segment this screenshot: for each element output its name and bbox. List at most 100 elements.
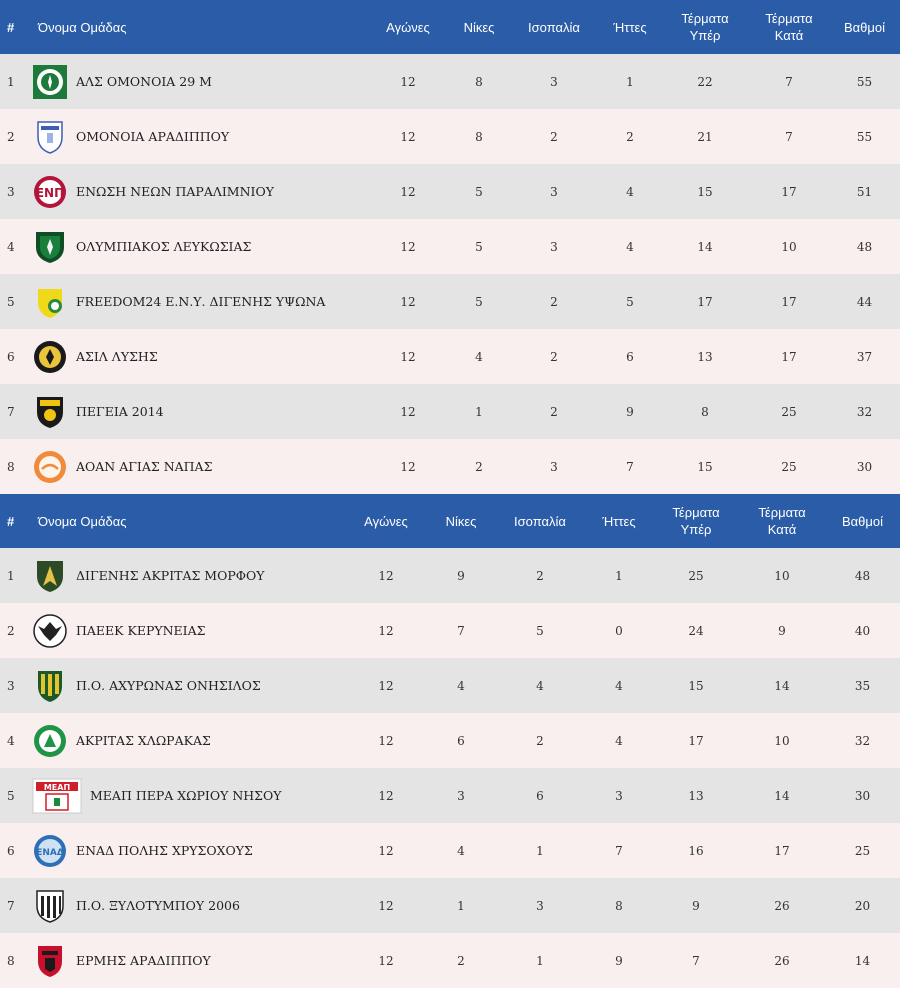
team-name[interactable]: ΑΚΡΙΤΑΣ ΧΛΩΡΑΚΑΣ <box>76 733 211 748</box>
goals-for-cell: 15 <box>653 658 739 713</box>
team-cell[interactable]: Π.Ο. ΞΥΛΟΤΥΜΠΟΥ 2006 <box>32 878 345 933</box>
table-row[interactable]: 6 ΑΣΙΛ ΛΥΣΗΣ 12 4 2 6 13 17 37 <box>0 329 900 384</box>
header-played[interactable]: Αγώνες <box>345 494 427 548</box>
team-cell[interactable]: ΠΑΕΕΚ ΚΕΡΥΝΕΙΑΣ <box>32 603 345 658</box>
rank-cell: 6 <box>0 329 32 384</box>
losses-cell: 6 <box>599 329 661 384</box>
goals-against-cell: 14 <box>739 768 825 823</box>
header-draws[interactable]: Ισοπαλία <box>495 494 585 548</box>
goals-against-cell: 26 <box>739 878 825 933</box>
table-row[interactable]: 3 ENΠ ΕΝΩΣΗ ΝΕΩΝ ΠΑΡΑΛΙΜΝΙΟΥ 12 5 3 4 15 17 51 <box>0 164 900 219</box>
team-name[interactable]: ΠΑΕΕΚ ΚΕΡΥΝΕΙΑΣ <box>76 623 206 638</box>
losses-cell: 4 <box>599 164 661 219</box>
header-goals-against-line1: Τέρματα <box>765 11 813 26</box>
wins-cell: 4 <box>449 329 509 384</box>
team-cell[interactable]: FREEDOM24 Ε.Ν.Υ. ΔΙΓΕΝΗΣ ΥΨΩΝΑ <box>32 274 367 329</box>
header-draws[interactable]: Ισοπαλία <box>509 0 599 54</box>
rank-cell: 6 <box>0 823 32 878</box>
played-cell: 12 <box>345 713 427 768</box>
team-name[interactable]: ΕΡΜΗΣ ΑΡΑΔΙΠΠΟΥ <box>76 953 211 968</box>
draws-cell: 2 <box>495 548 585 603</box>
table-row[interactable]: 7 Π.Ο. ΞΥΛΟΤΥΜΠΟΥ 2006 12 1 3 8 9 26 20 <box>0 878 900 933</box>
paeek-crest-icon <box>32 613 68 649</box>
table-row[interactable]: 2 ΠΑΕΕΚ ΚΕΡΥΝΕΙΑΣ 12 7 5 0 24 9 40 <box>0 603 900 658</box>
team-cell[interactable]: ΠΕΓΕΙΑ 2014 <box>32 384 367 439</box>
header-played[interactable]: Αγώνες <box>367 0 449 54</box>
goals-for-cell: 7 <box>653 933 739 988</box>
goals-against-cell: 17 <box>739 823 825 878</box>
table-row[interactable]: 2 ΟΜΟΝΟΙΑ ΑΡΑΔΙΠΠΟΥ 12 8 2 2 21 7 55 <box>0 109 900 164</box>
team-name[interactable]: Π.Ο. ΑΧΥΡΩΝΑΣ ΟΝΗΣΙΛΟΣ <box>76 678 261 693</box>
team-name[interactable]: ΟΛΥΜΠΙΑΚΟΣ ΛΕΥΚΩΣΙΑΣ <box>76 239 252 254</box>
header-rank[interactable]: # <box>0 0 32 54</box>
team-cell[interactable]: ENΠ ΕΝΩΣΗ ΝΕΩΝ ΠΑΡΑΛΙΜΝΙΟΥ <box>32 164 367 219</box>
table-row[interactable]: 5 FREEDOM24 Ε.Ν.Υ. ΔΙΓΕΝΗΣ ΥΨΩΝΑ 12 5 2 5 17 17… <box>0 274 900 329</box>
header-goals-for[interactable]: Τέρματα Υπέρ <box>653 494 739 548</box>
header-team-name[interactable]: Όνομα Ομάδας <box>32 494 345 548</box>
team-name[interactable]: ΕΝΩΣΗ ΝΕΩΝ ΠΑΡΑΛΙΜΝΙΟΥ <box>76 184 274 199</box>
team-cell[interactable]: Π.Ο. ΑΧΥΡΩΝΑΣ ΟΝΗΣΙΛΟΣ <box>32 658 345 713</box>
team-name[interactable]: ΠΕΓΕΙΑ 2014 <box>76 404 164 419</box>
header-goals-against[interactable]: Τέρματα Κατά <box>749 0 829 54</box>
rank-cell: 5 <box>0 274 32 329</box>
wins-cell: 8 <box>449 54 509 109</box>
table-row[interactable]: 7 ΠΕΓΕΙΑ 2014 12 1 2 9 8 25 32 <box>0 384 900 439</box>
standings-table-group-2: # Όνομα Ομάδας Αγώνες Νίκες Ισοπαλία Ήττ… <box>0 494 900 988</box>
draws-cell: 5 <box>495 603 585 658</box>
team-cell[interactable]: ΜΕΑΠ ΜΕΑΠ ΠΕΡΑ ΧΩΡΙΟΥ ΝΗΣΟΥ <box>32 768 345 823</box>
table-row[interactable]: 4 ΑΚΡΙΤΑΣ ΧΛΩΡΑΚΑΣ 12 6 2 4 17 10 32 <box>0 713 900 768</box>
wins-cell: 8 <box>449 109 509 164</box>
team-name[interactable]: ΑΛΣ ΟΜΟΝΟΙΑ 29 Μ <box>76 74 212 89</box>
rank-cell: 4 <box>0 219 32 274</box>
table-row[interactable]: 8 ΕΡΜΗΣ ΑΡΑΔΙΠΠΟΥ 12 2 1 9 7 26 14 <box>0 933 900 988</box>
table-row[interactable]: 1 ΔΙΓΕΝΗΣ ΑΚΡΙΤΑΣ ΜΟΡΦΟΥ 12 9 2 1 25 10 48 <box>0 548 900 603</box>
header-losses[interactable]: Ήττες <box>599 0 661 54</box>
xylotymbou-crest-icon <box>32 888 68 924</box>
team-name[interactable]: ΑΣΙΛ ΛΥΣΗΣ <box>76 349 158 364</box>
team-cell[interactable]: ΑΟΑΝ ΑΓΙΑΣ ΝΑΠΑΣ <box>32 439 367 494</box>
header-goals-against[interactable]: Τέρματα Κατά <box>739 494 825 548</box>
goals-against-cell: 17 <box>749 274 829 329</box>
akritas-chlorakas-crest-icon <box>32 723 68 759</box>
team-name[interactable]: ΑΟΑΝ ΑΓΙΑΣ ΝΑΠΑΣ <box>76 459 213 474</box>
table-row[interactable]: 1 ΑΛΣ ΟΜΟΝΟΙΑ 29 Μ 12 8 3 1 22 7 55 <box>0 54 900 109</box>
header-points[interactable]: Βαθμοί <box>829 0 900 54</box>
table-row[interactable]: 3 Π.Ο. ΑΧΥΡΩΝΑΣ ΟΝΗΣΙΛΟΣ 12 4 4 4 15 14 35 <box>0 658 900 713</box>
achyronas-crest-icon <box>32 668 68 704</box>
team-cell[interactable]: ΟΛΥΜΠΙΑΚΟΣ ΛΕΥΚΩΣΙΑΣ <box>32 219 367 274</box>
wins-cell: 5 <box>449 274 509 329</box>
team-name[interactable]: ΕΝΑΔ ΠΟΛΗΣ ΧΡΥΣΟΧΟΥΣ <box>76 843 253 858</box>
team-cell[interactable]: ΕΡΜΗΣ ΑΡΑΔΙΠΠΟΥ <box>32 933 345 988</box>
table-row[interactable]: 4 ΟΛΥΜΠΙΑΚΟΣ ΛΕΥΚΩΣΙΑΣ 12 5 3 4 14 10 48 <box>0 219 900 274</box>
team-cell[interactable]: ΕΝΑΔ ΕΝΑΔ ΠΟΛΗΣ ΧΡΥΣΟΧΟΥΣ <box>32 823 345 878</box>
table-row[interactable]: 8 ΑΟΑΝ ΑΓΙΑΣ ΝΑΠΑΣ 12 2 3 7 15 25 30 <box>0 439 900 494</box>
team-cell[interactable]: ΟΜΟΝΟΙΑ ΑΡΑΔΙΠΠΟΥ <box>32 109 367 164</box>
team-name[interactable]: ΜΕΑΠ ΠΕΡΑ ΧΩΡΙΟΥ ΝΗΣΟΥ <box>90 788 282 803</box>
header-team-name[interactable]: Όνομα Ομάδας <box>32 0 367 54</box>
team-name[interactable]: FREEDOM24 Ε.Ν.Υ. ΔΙΓΕΝΗΣ ΥΨΩΝΑ <box>76 294 326 309</box>
header-goals-for[interactable]: Τέρματα Υπέρ <box>661 0 749 54</box>
team-name[interactable]: ΔΙΓΕΝΗΣ ΑΚΡΙΤΑΣ ΜΟΡΦΟΥ <box>76 568 265 583</box>
team-name[interactable]: ΟΜΟΝΟΙΑ ΑΡΑΔΙΠΠΟΥ <box>76 129 230 144</box>
team-name[interactable]: Π.Ο. ΞΥΛΟΤΥΜΠΟΥ 2006 <box>76 898 240 913</box>
team-cell[interactable]: ΑΛΣ ΟΜΟΝΟΙΑ 29 Μ <box>32 54 367 109</box>
enad-crest-icon: ΕΝΑΔ <box>32 833 68 869</box>
played-cell: 12 <box>367 329 449 384</box>
played-cell: 12 <box>345 878 427 933</box>
team-cell[interactable]: ΑΚΡΙΤΑΣ ΧΛΩΡΑΚΑΣ <box>32 713 345 768</box>
header-points[interactable]: Βαθμοί <box>825 494 900 548</box>
header-wins[interactable]: Νίκες <box>449 0 509 54</box>
table-row[interactable]: 5 ΜΕΑΠ ΜΕΑΠ ΠΕΡΑ ΧΩΡΙΟΥ ΝΗΣΟΥ 12 3 6 3 13 14 30 <box>0 768 900 823</box>
aoan-agia-napa-crest-icon <box>32 449 68 485</box>
rank-cell: 2 <box>0 603 32 658</box>
team-cell[interactable]: ΑΣΙΛ ΛΥΣΗΣ <box>32 329 367 384</box>
draws-cell: 1 <box>495 933 585 988</box>
header-rank[interactable]: # <box>0 494 32 548</box>
header-wins[interactable]: Νίκες <box>427 494 495 548</box>
team-cell[interactable]: ΔΙΓΕΝΗΣ ΑΚΡΙΤΑΣ ΜΟΡΦΟΥ <box>32 548 345 603</box>
goals-against-cell: 26 <box>739 933 825 988</box>
played-cell: 12 <box>345 603 427 658</box>
header-losses[interactable]: Ήττες <box>585 494 653 548</box>
losses-cell: 4 <box>585 713 653 768</box>
table-row[interactable]: 6 ΕΝΑΔ ΕΝΑΔ ΠΟΛΗΣ ΧΡΥΣΟΧΟΥΣ 12 4 1 7 16 17 25 <box>0 823 900 878</box>
